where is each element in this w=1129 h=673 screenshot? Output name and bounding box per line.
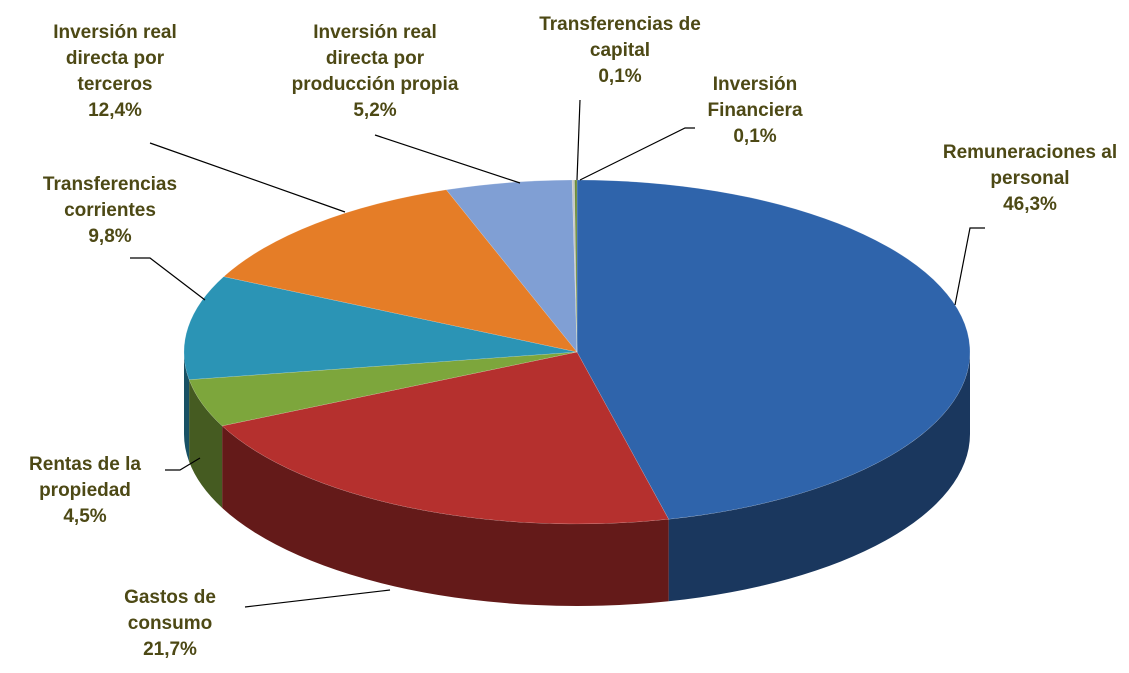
category-name: Inversión real directa por terceros bbox=[53, 22, 177, 95]
leader-line bbox=[130, 257, 206, 301]
leader-line bbox=[244, 589, 391, 608]
leader-line bbox=[579, 127, 695, 181]
slice-label: Transferencias corrientes 9,8% bbox=[25, 172, 195, 250]
category-name: Gastos de consumo bbox=[124, 587, 216, 634]
category-name: Transferencias de capital bbox=[539, 14, 701, 61]
value-label: 0,1% bbox=[733, 126, 777, 147]
slice bbox=[574, 179, 578, 353]
slice-label: Inversión real directa por terceros 12,4% bbox=[40, 20, 190, 124]
slice-label: Inversión Financiera 0,1% bbox=[685, 72, 825, 150]
leader-line bbox=[954, 227, 985, 306]
slice-label: Transferencias de capital 0,1% bbox=[510, 12, 730, 90]
value-label: 4,5% bbox=[63, 506, 107, 527]
slice bbox=[221, 351, 670, 525]
slice-side bbox=[184, 352, 190, 462]
slice-side bbox=[189, 379, 223, 508]
leader-line bbox=[374, 134, 521, 184]
category-name: Rentas de la propiedad bbox=[29, 454, 141, 501]
slice-side bbox=[222, 425, 669, 606]
value-label: 21,7% bbox=[143, 639, 197, 660]
value-label: 12,4% bbox=[88, 100, 142, 121]
slice-label: Rentas de la propiedad 4,5% bbox=[10, 452, 160, 530]
slice bbox=[183, 276, 578, 380]
slice-label: Remuneraciones al personal 46,3% bbox=[935, 140, 1125, 218]
slice bbox=[223, 189, 578, 353]
slice-side bbox=[668, 352, 971, 602]
category-name: Inversión real directa por producción pr… bbox=[291, 22, 459, 95]
value-label: 5,2% bbox=[353, 100, 397, 121]
category-name: Remuneraciones al personal bbox=[942, 142, 1118, 189]
slice bbox=[188, 351, 578, 427]
leader-line bbox=[149, 142, 346, 213]
category-name: Inversión Financiera bbox=[707, 74, 803, 121]
slice bbox=[576, 179, 971, 520]
category-name: Transferencias corrientes bbox=[42, 174, 178, 221]
value-label: 9,8% bbox=[88, 226, 132, 247]
value-label: 46,3% bbox=[1003, 194, 1057, 215]
slice bbox=[445, 179, 578, 353]
slice-label: Gastos de consumo 21,7% bbox=[105, 585, 235, 663]
leader-line bbox=[576, 99, 581, 181]
slice-label: Inversión real directa por producción pr… bbox=[280, 20, 470, 124]
leader-line bbox=[165, 457, 201, 471]
value-label: 0,1% bbox=[598, 66, 642, 87]
slice bbox=[571, 179, 578, 353]
